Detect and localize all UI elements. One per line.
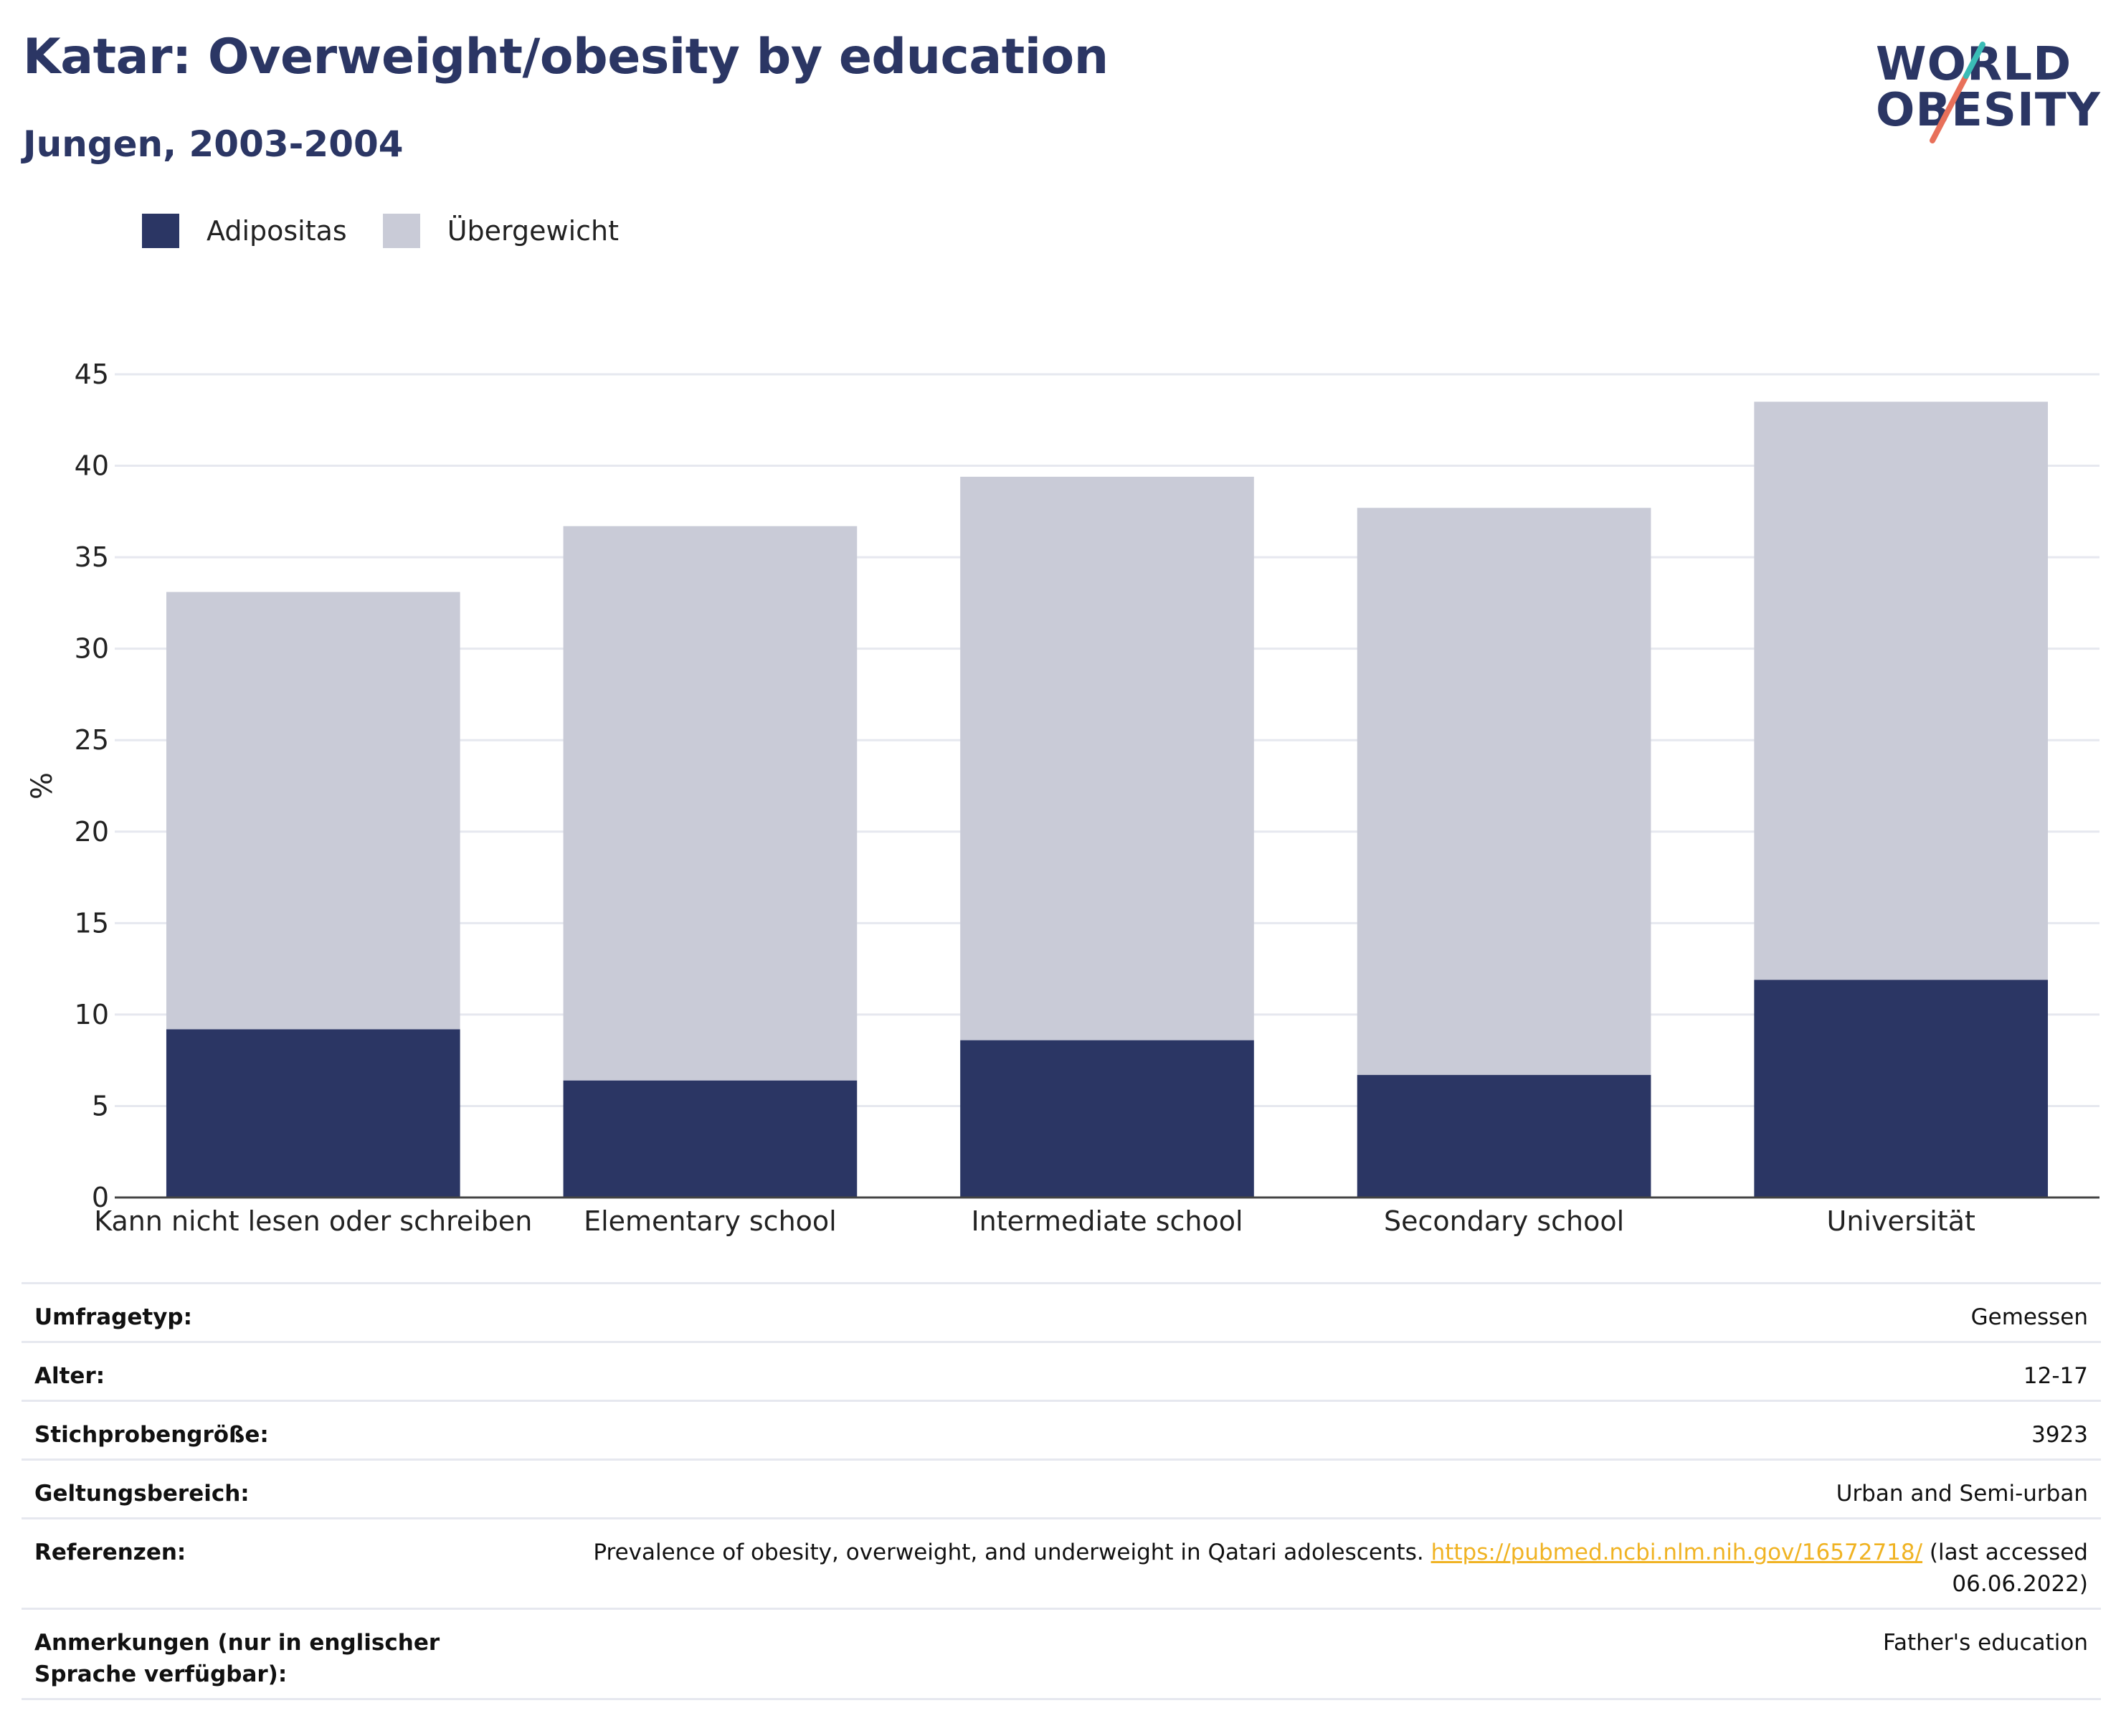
info-key: Umfragetyp: — [22, 1282, 538, 1342]
y-tick-label: 35 — [75, 541, 109, 573]
y-tick-label: 25 — [75, 724, 109, 756]
reference-text: Prevalence of obesity, overweight, and u… — [593, 1540, 1431, 1565]
y-tick-label: 15 — [75, 907, 109, 939]
x-tick-label: Universität — [1827, 1205, 1975, 1237]
info-key: Alter: — [22, 1341, 538, 1401]
bar-chart: 0 5 10 15 20 25 30 35 40 45% Kann nicht lesen oder… — [26, 359, 2099, 1237]
y-tick-label: 45 — [75, 359, 109, 390]
bar-adipositas — [166, 1029, 460, 1197]
bar-uebergewicht — [960, 476, 1254, 1040]
bar-adipositas — [960, 1040, 1254, 1197]
y-tick-label: 10 — [75, 999, 109, 1030]
info-key: Referenzen: — [22, 1517, 538, 1609]
y-tick-label: 5 — [92, 1090, 109, 1121]
info-key: Anmerkungen (nur in englischer Sprache v… — [22, 1608, 538, 1700]
x-tick-label: Secondary school — [1384, 1205, 1624, 1237]
reference-link[interactable]: https://pubmed.ncbi.nlm.nih.gov/16572718… — [1430, 1540, 1923, 1565]
info-key: Geltungsbereich: — [22, 1458, 538, 1519]
info-row-notes: Anmerkungen (nur in englischer Sprache v… — [22, 1608, 2101, 1700]
info-value: Prevalence of obesity, overweight, and u… — [538, 1517, 2101, 1609]
info-row-survey-type: Umfragetyp: Gemessen — [22, 1282, 2101, 1342]
info-row-sample-size: Stichprobengröße: 3923 — [22, 1400, 2101, 1460]
info-value: 12-17 — [538, 1341, 2101, 1401]
bar-uebergewicht — [563, 526, 858, 1081]
x-tick-label: Intermediate school — [971, 1205, 1243, 1237]
info-value: Urban and Semi-urban — [538, 1458, 2101, 1519]
legend-item-adipositas[interactable]: Adipositas — [142, 214, 347, 248]
y-tick-label: 30 — [75, 633, 109, 665]
legend-swatch-uebergewicht — [382, 214, 420, 248]
bar-uebergewicht — [166, 592, 460, 1030]
legend-label-uebergewicht: Übergewicht — [447, 215, 619, 247]
x-tick-label: Kann nicht lesen oder schreiben — [94, 1205, 532, 1237]
logo-word-obesity: OBESITY — [1876, 84, 2101, 137]
y-tick-label: 20 — [75, 816, 109, 848]
info-row-references: Referenzen: Prevalence of obesity, overw… — [22, 1517, 2101, 1609]
x-tick-label: Elementary school — [584, 1205, 837, 1237]
y-tick-label: 40 — [75, 450, 109, 482]
world-obesity-logo[interactable]: WORLD OBESITY — [1864, 22, 2115, 151]
chart-legend: Adipositas Übergewicht — [142, 214, 655, 248]
info-row-coverage: Geltungsbereich: Urban and Semi-urban — [22, 1458, 2101, 1519]
legend-label-adipositas: Adipositas — [207, 215, 347, 247]
bar-adipositas — [1357, 1075, 1651, 1197]
bar-uebergewicht — [1754, 402, 2049, 980]
survey-info-table: Umfragetyp: Gemessen Alter: 12-17 Stichp… — [22, 1282, 2101, 1700]
y-axis-label: % — [26, 772, 59, 800]
info-value: 3923 — [538, 1400, 2101, 1460]
bar-adipositas — [563, 1080, 858, 1197]
info-value: Gemessen — [538, 1282, 2101, 1342]
bar-uebergewicht — [1357, 508, 1651, 1076]
legend-swatch-adipositas — [142, 214, 179, 248]
reference-accessed: (last accessed 06.06.2022) — [1922, 1540, 2088, 1597]
bar-adipositas — [1754, 980, 2049, 1197]
info-value: Father's education — [538, 1608, 2101, 1700]
y-tick-label: 0 — [92, 1182, 109, 1213]
legend-item-uebergewicht[interactable]: Übergewicht — [382, 214, 619, 248]
info-key: Stichprobengröße: — [22, 1400, 538, 1460]
logo-slash-icon — [1930, 42, 1985, 143]
chart-title: Katar: Overweight/obesity by education — [23, 29, 1109, 85]
info-row-age: Alter: 12-17 — [22, 1341, 2101, 1401]
chart-subtitle: Jungen, 2003-2004 — [23, 123, 404, 165]
